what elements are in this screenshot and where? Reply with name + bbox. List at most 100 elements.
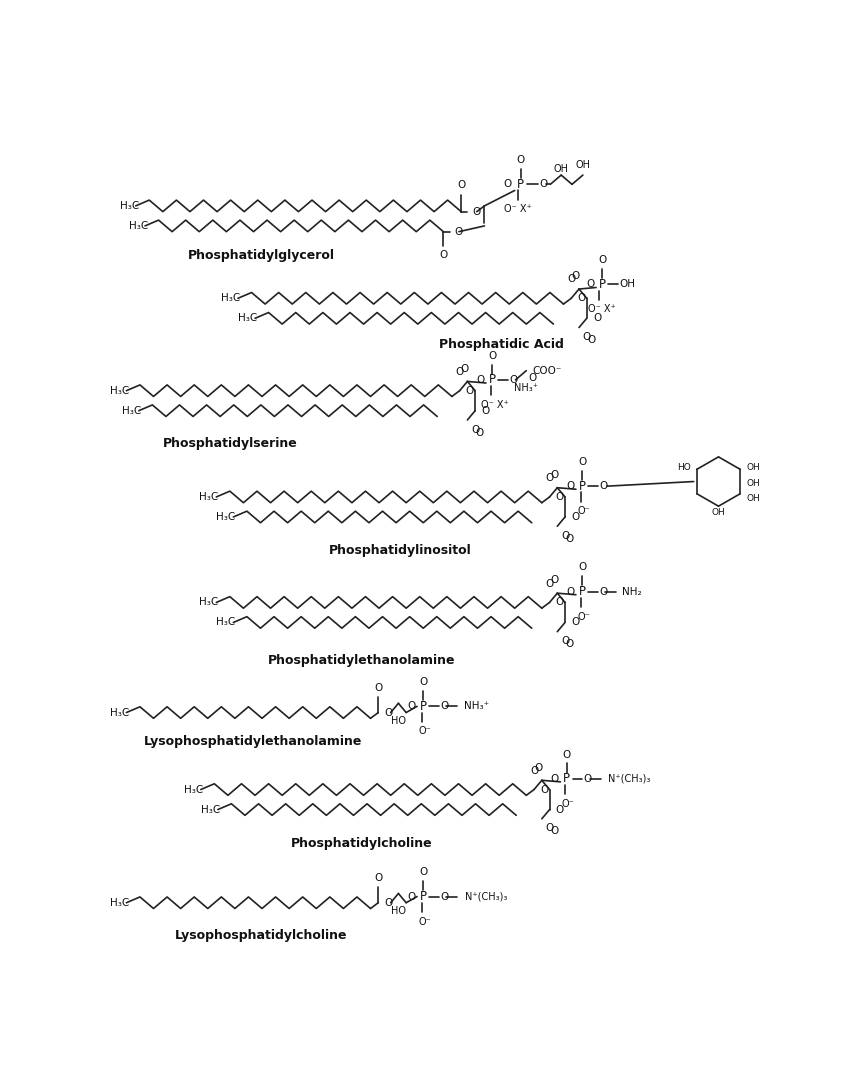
Text: P: P: [598, 278, 606, 291]
Text: HO: HO: [391, 715, 406, 726]
Text: O: O: [407, 701, 416, 711]
Text: O: O: [457, 180, 465, 190]
Text: H₃C: H₃C: [122, 406, 141, 416]
Text: O: O: [472, 206, 480, 217]
Text: NH₃⁺: NH₃⁺: [514, 383, 538, 393]
Text: O: O: [419, 868, 428, 877]
Text: O: O: [566, 481, 575, 491]
Text: O: O: [561, 531, 570, 541]
Text: O: O: [556, 597, 564, 608]
Text: O: O: [407, 891, 416, 901]
Text: Lysophosphatidylcholine: Lysophosphatidylcholine: [175, 929, 348, 942]
Text: H₃C: H₃C: [238, 314, 258, 323]
Text: O: O: [599, 481, 608, 491]
Text: O: O: [571, 618, 580, 627]
Text: H₃C: H₃C: [129, 221, 149, 231]
Text: O: O: [529, 373, 536, 383]
Text: OH: OH: [746, 479, 760, 488]
Text: H₃C: H₃C: [184, 784, 203, 795]
Text: O: O: [481, 406, 490, 416]
Text: H₃C: H₃C: [201, 804, 220, 814]
Text: Phosphatidylinositol: Phosphatidylinositol: [329, 545, 472, 557]
Text: O⁻ X⁺: O⁻ X⁺: [481, 400, 509, 410]
Text: O: O: [503, 179, 512, 189]
Text: Lysophosphatidylethanolamine: Lysophosphatidylethanolamine: [144, 735, 363, 748]
Text: O: O: [561, 636, 570, 647]
Text: P: P: [579, 585, 586, 598]
Text: H₃C: H₃C: [216, 618, 235, 627]
Text: P: P: [579, 480, 586, 493]
Text: H₃C: H₃C: [110, 708, 129, 717]
Text: HO: HO: [391, 905, 406, 916]
Text: O⁻: O⁻: [577, 506, 590, 517]
Text: O: O: [565, 639, 574, 650]
Text: NH₃⁺: NH₃⁺: [463, 701, 489, 711]
Text: NH₂: NH₂: [622, 586, 642, 597]
Text: O: O: [563, 750, 570, 759]
Text: P: P: [420, 890, 427, 903]
Text: O: O: [572, 272, 580, 281]
Text: N⁺(CH₃)₃: N⁺(CH₃)₃: [609, 773, 651, 784]
Text: O: O: [488, 350, 496, 361]
Text: Phosphatidic Acid: Phosphatidic Acid: [439, 338, 564, 351]
Text: O⁻: O⁻: [418, 726, 431, 737]
Text: P: P: [489, 374, 496, 387]
Text: Phosphatidylglycerol: Phosphatidylglycerol: [188, 249, 335, 262]
Text: H₃C: H₃C: [199, 492, 218, 502]
Text: O: O: [582, 332, 591, 343]
Text: O: O: [476, 375, 484, 384]
Text: H₃C: H₃C: [199, 597, 218, 608]
Text: O: O: [439, 250, 447, 260]
Text: O⁻: O⁻: [577, 612, 590, 622]
Text: OH: OH: [553, 163, 569, 174]
Text: O: O: [599, 586, 608, 597]
Text: O: O: [546, 579, 553, 589]
Text: H₃C: H₃C: [110, 898, 129, 908]
Text: O: O: [466, 386, 474, 395]
Text: Phosphatidylcholine: Phosphatidylcholine: [292, 837, 433, 850]
Text: O: O: [517, 155, 525, 165]
Text: O: O: [440, 701, 449, 711]
Text: O: O: [577, 293, 586, 303]
Text: O: O: [374, 683, 382, 694]
Text: O: O: [593, 314, 601, 323]
Text: O: O: [565, 534, 574, 543]
Text: O: O: [586, 279, 594, 289]
Text: P: P: [420, 700, 427, 713]
Text: O: O: [567, 275, 575, 285]
Text: COO⁻: COO⁻: [532, 365, 562, 376]
Text: O: O: [598, 256, 606, 265]
Text: O: O: [571, 512, 580, 522]
Text: O: O: [454, 227, 462, 236]
Text: OH: OH: [746, 463, 760, 473]
Text: O: O: [550, 576, 558, 585]
Text: O: O: [556, 492, 564, 502]
Text: O: O: [456, 367, 464, 377]
Text: O: O: [540, 179, 547, 189]
Text: O: O: [566, 586, 575, 597]
Text: O: O: [384, 708, 393, 717]
Text: O: O: [584, 773, 592, 784]
Text: H₃C: H₃C: [110, 386, 129, 395]
Text: O: O: [551, 773, 558, 784]
Text: O: O: [535, 763, 543, 772]
Text: O⁻: O⁻: [418, 916, 431, 927]
Text: OH: OH: [711, 508, 725, 517]
Text: HO: HO: [677, 463, 690, 473]
Text: O: O: [419, 677, 428, 687]
Text: O: O: [587, 335, 596, 345]
Text: O: O: [384, 898, 393, 908]
Text: O: O: [476, 427, 484, 437]
Text: OH: OH: [575, 160, 591, 171]
Text: O: O: [578, 563, 586, 572]
Text: N⁺(CH₃)₃: N⁺(CH₃)₃: [465, 891, 507, 901]
Text: P: P: [518, 178, 524, 191]
Text: O: O: [578, 456, 586, 467]
Text: O: O: [556, 804, 564, 814]
Text: O: O: [471, 424, 479, 435]
Text: OH: OH: [746, 494, 760, 503]
Text: Phosphatidylserine: Phosphatidylserine: [163, 436, 298, 450]
Text: H₃C: H₃C: [120, 201, 139, 211]
Text: O⁻: O⁻: [562, 799, 575, 809]
Text: O: O: [546, 824, 553, 833]
